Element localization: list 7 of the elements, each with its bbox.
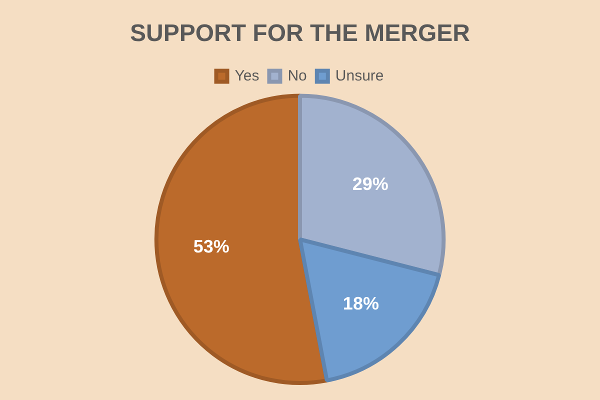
legend-label: Yes	[234, 67, 260, 84]
data-label: 53%	[193, 236, 230, 257]
data-label: 18%	[342, 293, 379, 314]
data-label: 29%	[352, 174, 388, 194]
legend-label: No	[288, 67, 307, 84]
legend-label: Unsure	[335, 67, 384, 84]
chart-title: SUPPORT FOR THE MERGER	[130, 20, 470, 48]
